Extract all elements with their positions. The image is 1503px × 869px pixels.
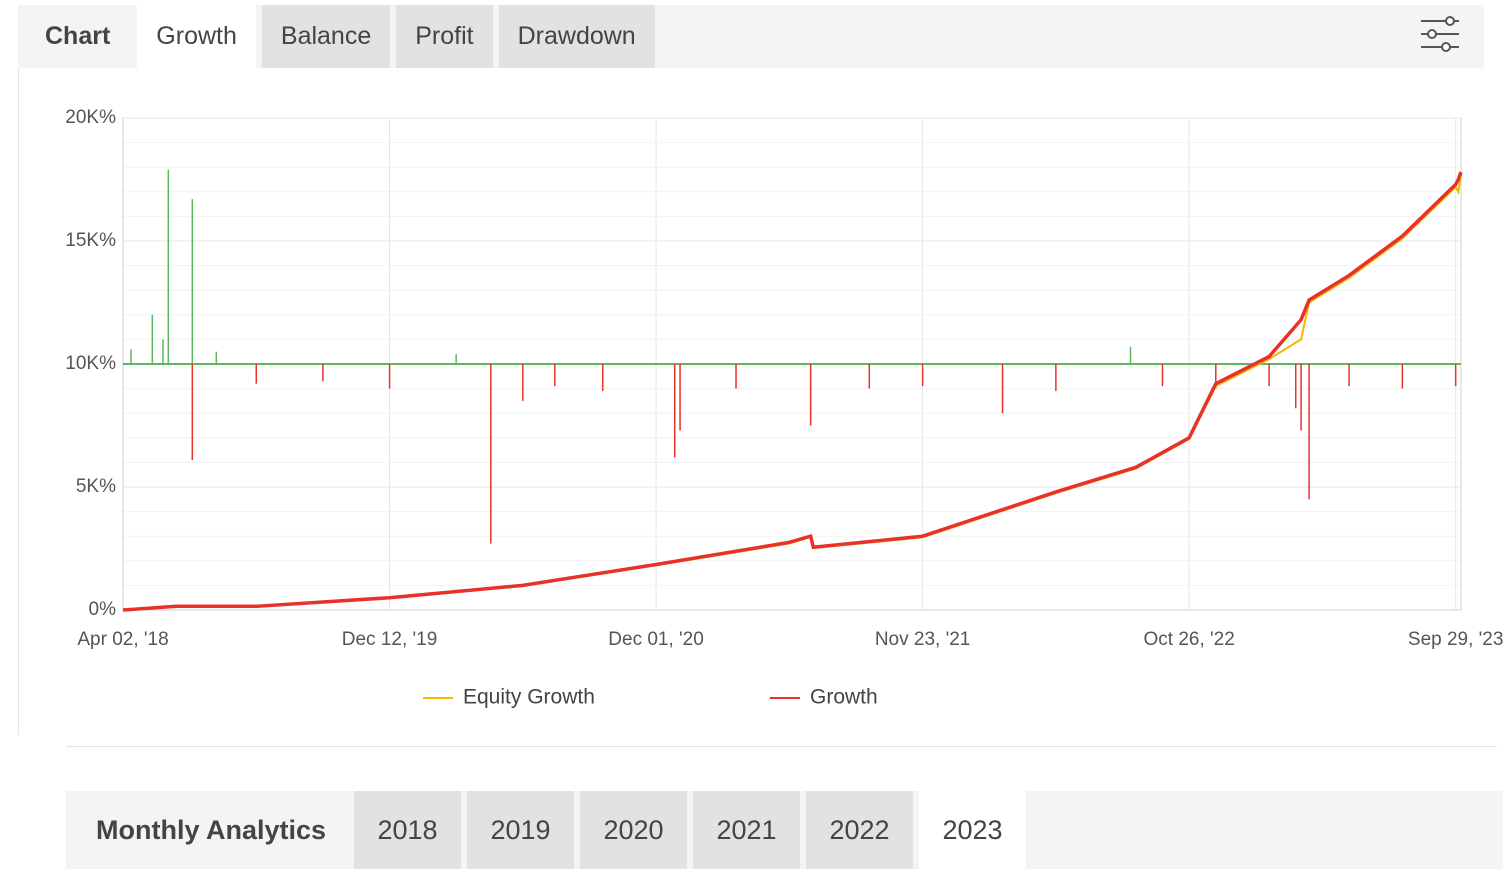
tab[interactable]: Balance [261, 5, 391, 68]
settings-icon[interactable] [1421, 16, 1459, 52]
y-tick-label: 5K% [76, 476, 116, 497]
x-tick-label: Dec 01, '20 [608, 629, 704, 650]
analytics-tabs: Monthly Analytics 2018 2019 2020 2021 2022 20… [66, 791, 1503, 869]
year-tab[interactable]: 2022 [806, 791, 914, 869]
y-tick-label: 0% [89, 599, 117, 620]
x-tick-label: Dec 12, '19 [342, 629, 438, 650]
legend-label: Growth [810, 686, 878, 709]
x-tick-label: Sep 29, '23 [1408, 629, 1503, 650]
year-tab[interactable]: 2018 [354, 791, 462, 869]
y-tick-label: 15K% [65, 230, 116, 251]
x-tick-label: Apr 02, '18 [77, 629, 168, 650]
year-tab[interactable]: 2019 [467, 791, 575, 869]
y-tick-label: 20K% [65, 107, 116, 128]
year-tab[interactable]: 2023 [919, 791, 1027, 869]
separator [66, 746, 1497, 747]
year-tab[interactable]: 2021 [693, 791, 801, 869]
tab[interactable]: Profit [396, 5, 493, 68]
x-tick-label: Oct 26, '22 [1143, 629, 1234, 650]
tab[interactable]: Growth [137, 5, 256, 68]
chart: 0% 5K% 10K% 15K% 20K% Apr 02, '18 Dec 12, '19 D… [65, 16, 1503, 709]
legend-label: Equity Growth [463, 686, 595, 709]
year-tab[interactable]: 2020 [580, 791, 688, 869]
chart-panel [18, 68, 1485, 735]
series-line [122, 174, 1462, 611]
tabs-label: Chart [45, 22, 111, 50]
tab[interactable]: Drawdown [498, 5, 655, 68]
analytics-label: Monthly Analytics [96, 814, 327, 845]
y-tick-label: 10K% [65, 353, 116, 374]
chart-tabs: Chart Growth Balance Profit Drawdown [18, 5, 1484, 68]
series-line [122, 171, 1463, 612]
x-tick-label: Nov 23, '21 [875, 629, 971, 650]
